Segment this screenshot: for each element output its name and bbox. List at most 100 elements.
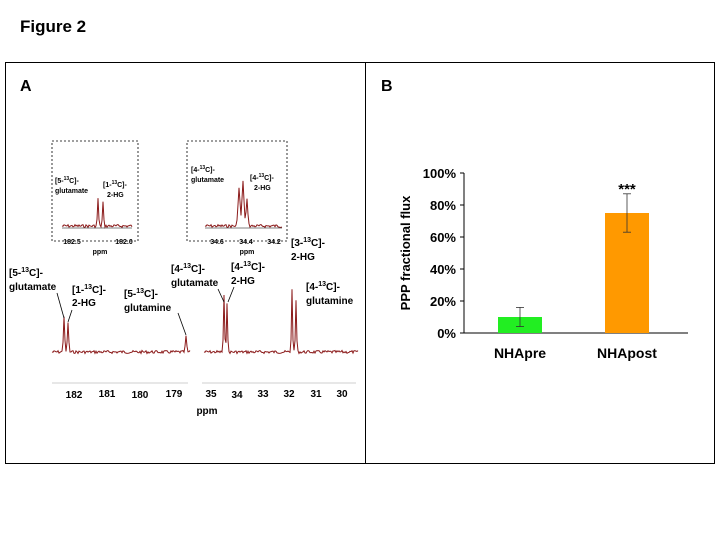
label-gln5-post: C]- (144, 289, 158, 300)
inset-left-hg1-post: C]- (117, 182, 127, 189)
label-gln4-pre: [4- (306, 282, 318, 293)
inset-right-tick-2: 34.4 (239, 239, 253, 246)
label-glu5-name: glutamate (9, 282, 57, 293)
y-tick-label: 60% (430, 230, 456, 245)
y-tick-label: 20% (430, 294, 456, 309)
inset-right-frame (186, 140, 288, 242)
figure-title: Figure 2 (20, 17, 87, 36)
ppm-tick-34: 34 (231, 390, 243, 401)
inset-right-hg4-post: C]- (264, 175, 274, 182)
label-gln5-pre: [5- (124, 289, 136, 300)
bar-nhapost (605, 213, 649, 333)
inset-right-trace (204, 180, 283, 229)
ppm-tick-35: 35 (205, 389, 217, 400)
label-hg1-pre: [1- (72, 285, 84, 296)
label-glu4-name: glutamate (171, 278, 219, 289)
figure-frame (5, 62, 715, 464)
svg-text:[3-13C]-: [3-13C]- (291, 237, 325, 249)
label-hg4-post: C]- (251, 262, 265, 273)
inset-right-hg4-pre: [4- (250, 175, 259, 182)
inset-left-trace (61, 198, 133, 229)
label-hg3-name: 2-HG (291, 252, 315, 263)
y-axis-label: PPP fractional flux (398, 195, 413, 310)
label-hg1-sup: 13 (84, 284, 92, 291)
nmr-spectrum-panel: [5-13C]- glutamate [1-13C]- 2-HG 182.5 1… (9, 140, 359, 417)
spectrum-trace-right (203, 289, 359, 355)
panel-a-label: A (20, 78, 32, 95)
label-gln5-sup: 13 (136, 288, 144, 295)
ppm-tick-180: 180 (132, 390, 149, 401)
label-hg3-sup: 13 (303, 237, 311, 244)
svg-text:[4-13C]-: [4-13C]- (231, 261, 265, 273)
svg-text:[1-13C]-: [1-13C]- (103, 180, 128, 189)
inset-left-glu5-post: C]- (69, 178, 79, 185)
label-glu5-sup: 13 (21, 267, 29, 274)
label-glu4-pre: [4- (171, 264, 183, 275)
label-hg1-name: 2-HG (72, 298, 96, 309)
inset-right-tick-3: 34.2 (267, 239, 281, 246)
y-tick-label: 100% (423, 166, 457, 181)
pointer-hg4 (227, 286, 235, 303)
label-gln5-name: glutamine (124, 303, 172, 314)
ppm-tick-179: 179 (166, 389, 183, 400)
label-hg4-sup: 13 (243, 261, 251, 268)
ppp-flux-bar-chart: PPP fractional flux 0% 20% 40% 60% 80% 100% N… (398, 166, 688, 361)
y-tick-label: 0% (437, 326, 456, 341)
inset-right-glu4-sup: 13 (200, 165, 206, 171)
ppm-tick-33: 33 (257, 389, 269, 400)
ppm-tick-182: 182 (66, 390, 83, 401)
inset-right-glu4-name: glutamate (191, 177, 224, 184)
pointer-glu5 (56, 292, 65, 319)
inset-right-tick-1: 34.6 (210, 239, 224, 246)
inset-left-hg1-sup: 13 (112, 180, 118, 186)
inset-left-frame (51, 140, 139, 242)
svg-text:[5-13C]-: [5-13C]- (124, 288, 158, 300)
inset-right-hg4-name: 2-HG (254, 185, 271, 192)
svg-text:[4-13C]-: [4-13C]- (191, 165, 216, 174)
svg-text:[1-13C]-: [1-13C]- (72, 284, 106, 296)
inset-left-tick-1: 182.5 (63, 239, 81, 246)
pointer-gln5 (177, 312, 187, 336)
label-hg3-pre: [3- (291, 238, 303, 249)
category-label-nhapost: NHApost (597, 345, 657, 361)
ppm-axis-unit: ppm (196, 406, 217, 417)
svg-text:[4-13C]-: [4-13C]- (171, 263, 205, 275)
pointer-hg1 (67, 309, 73, 323)
label-glu5-post: C]- (29, 268, 43, 279)
inset-left-glu5-name: glutamate (55, 188, 88, 195)
label-hg4-pre: [4- (231, 262, 243, 273)
inset-left-tick-2: 182.0 (115, 239, 133, 246)
label-glu5-pre: [5- (9, 268, 21, 279)
svg-text:[5-13C]-: [5-13C]- (55, 176, 80, 185)
panel-b-label: B (381, 78, 393, 95)
inset-left-hg1-name: 2-HG (107, 192, 124, 199)
inset-left-hg1-pre: [1- (103, 182, 112, 189)
ppm-tick-32: 32 (283, 389, 295, 400)
label-hg1-post: C]- (92, 285, 106, 296)
y-tick-label: 80% (430, 198, 456, 213)
inset-right-hg4-sup: 13 (259, 173, 265, 179)
label-glu4-post: C]- (191, 264, 205, 275)
inset-right-glu4-post: C]- (205, 167, 215, 174)
label-hg4-name: 2-HG (231, 276, 255, 287)
inset-left-glu5-sup: 13 (64, 176, 70, 182)
inset-left-glu5-pre: [5- (55, 178, 64, 185)
spectrum-trace-left (51, 316, 191, 355)
svg-text:[5-13C]-: [5-13C]- (9, 267, 43, 279)
ppm-tick-30: 30 (336, 389, 348, 400)
label-hg3-post: C]- (311, 238, 325, 249)
svg-text:[4-13C]-: [4-13C]- (250, 173, 275, 182)
ppm-tick-181: 181 (99, 389, 116, 400)
significance-marker: *** (618, 181, 636, 198)
label-gln4-post: C]- (326, 282, 340, 293)
pointer-glu4 (217, 288, 225, 303)
panel-divider (365, 62, 366, 464)
inset-right-unit: ppm (240, 249, 255, 256)
label-glu4-sup: 13 (183, 263, 191, 270)
y-tick-label: 40% (430, 262, 456, 277)
svg-text:[4-13C]-: [4-13C]- (306, 281, 340, 293)
inset-right-glu4-pre: [4- (191, 167, 200, 174)
label-gln4-name: glutamine (306, 296, 354, 307)
ppm-tick-31: 31 (310, 389, 322, 400)
inset-left-unit: ppm (93, 249, 108, 256)
